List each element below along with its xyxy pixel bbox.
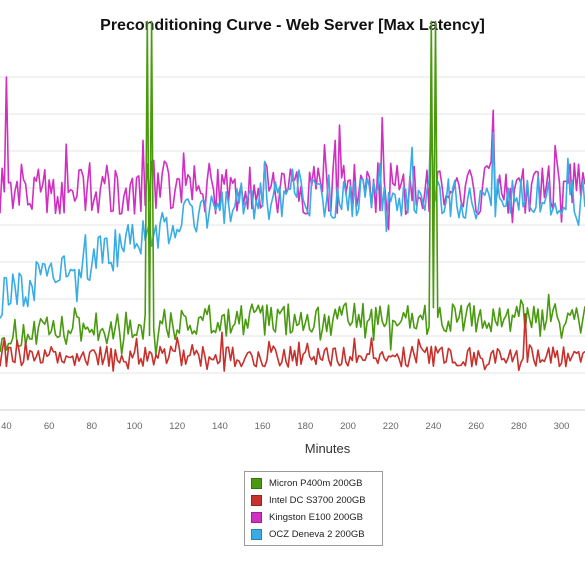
x-tick-label: 180 — [297, 421, 313, 432]
series-layer — [0, 20, 585, 372]
x-tick-label: 40 — [1, 421, 12, 432]
series-line-ocz — [0, 102, 585, 319]
x-tick-labels: 40 60 80 100 120 140 160 180 200 220 240 260 280 300 — [1, 421, 569, 432]
legend: Micron P400m 200GB Intel DC S3700 200GB … — [244, 471, 383, 546]
x-tick-label: 260 — [468, 421, 484, 432]
series-line-kingston — [0, 76, 585, 231]
legend-swatch-micron — [251, 478, 262, 489]
x-tick-label: 80 — [87, 421, 98, 432]
legend-label: Kingston E100 200GB — [269, 512, 364, 523]
legend-label: OCZ Deneva 2 200GB — [269, 529, 365, 540]
legend-item: Intel DC S3700 200GB — [245, 492, 382, 509]
x-tick-label: 240 — [425, 421, 441, 432]
grid-lines — [0, 76, 585, 411]
x-tick-label: 160 — [255, 421, 271, 432]
legend-item: Kingston E100 200GB — [245, 509, 382, 526]
chart-title: Preconditioning Curve - Web Server [Max … — [100, 17, 485, 34]
legend-label: Intel DC S3700 200GB — [269, 495, 366, 506]
x-tick-label: 280 — [511, 421, 527, 432]
legend-swatch-kingston — [251, 512, 262, 523]
legend-swatch-intel — [251, 495, 262, 506]
series-line-micron — [0, 20, 585, 356]
legend-swatch-ocz — [251, 529, 262, 540]
series-line-intel — [0, 313, 585, 372]
x-tick-label: 200 — [340, 421, 356, 432]
x-tick-label: 100 — [127, 421, 143, 432]
legend-item: OCZ Deneva 2 200GB — [245, 526, 382, 543]
x-tick-label: 60 — [44, 421, 55, 432]
x-tick-label: 140 — [212, 421, 228, 432]
x-axis-label: Minutes — [304, 441, 351, 456]
legend-label: Micron P400m 200GB — [269, 478, 363, 489]
x-tick-label: 120 — [169, 421, 185, 432]
x-tick-label: 220 — [383, 421, 399, 432]
legend-item: Micron P400m 200GB — [245, 475, 382, 492]
x-tick-label: 300 — [554, 421, 570, 432]
